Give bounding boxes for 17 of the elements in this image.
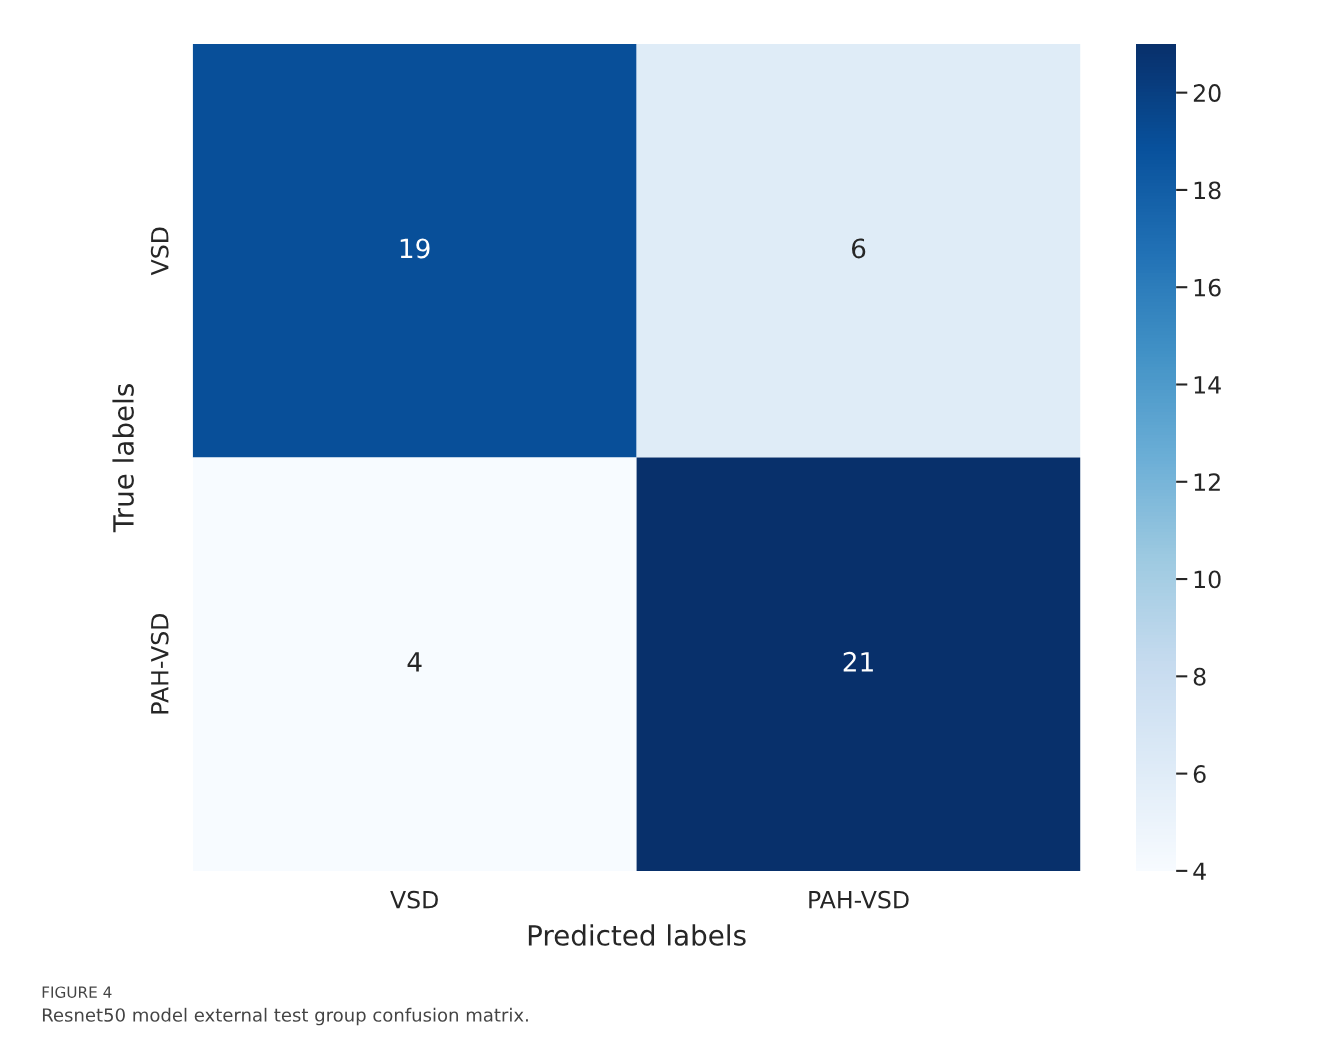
color-bar-label: 16 bbox=[1194, 278, 1221, 297]
color-bar-label: 8 bbox=[1193, 667, 1206, 686]
color-bar-label: 4 bbox=[1193, 862, 1206, 880]
color-bar-label: 18 bbox=[1194, 181, 1221, 200]
color-bar-label: 20 bbox=[1193, 84, 1221, 102]
color-bar-label: 14 bbox=[1194, 376, 1221, 394]
x-axis-title: Predicted labels bbox=[528, 924, 746, 946]
data-label: 19 bbox=[400, 238, 430, 259]
data-label: 21 bbox=[843, 651, 873, 672]
data-label: 6 bbox=[851, 238, 866, 259]
color-bar-label: 10 bbox=[1194, 570, 1221, 589]
caption: FIGURE 4 bbox=[42, 986, 112, 998]
data-label: 4 bbox=[407, 652, 422, 672]
text: Resnet50 model external test group confusion matrix. bbox=[42, 1007, 528, 1026]
color-bar-label: 12 bbox=[1194, 473, 1220, 491]
color-bar-label: 6 bbox=[1193, 765, 1206, 783]
y-axis-title: True labels bbox=[112, 384, 134, 533]
